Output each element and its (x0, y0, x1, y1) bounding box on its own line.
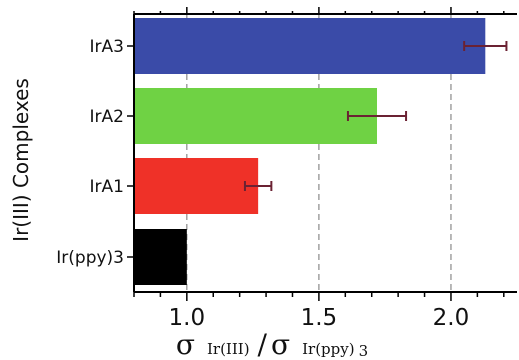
bar-2 (134, 158, 259, 214)
ticks (127, 7, 505, 301)
category-label-2: IrA1 (90, 177, 124, 197)
category-labels: IrA3 IrA2 IrA1 Ir(ppy)3 (56, 37, 124, 268)
bar-1 (134, 88, 378, 144)
x-tick-label-1: 1.5 (301, 305, 338, 331)
x-tick-label-2: 2.0 (433, 305, 470, 331)
y-axis-label: Ir(III) Complexes (9, 78, 33, 242)
bar-0 (134, 18, 486, 74)
x-axis-label-slash: / (258, 328, 268, 360)
error-bars (243, 41, 508, 191)
x-axis-label-sub-2-suffix: 3 (359, 342, 369, 360)
bar-3 (134, 229, 187, 285)
axes (133, 13, 517, 293)
x-axis-label: σ Ir(III) / σ Ir(ppy) 3 (176, 328, 368, 360)
category-label-1: IrA2 (90, 107, 124, 127)
x-axis-label-sub-2: Ir(ppy) (302, 340, 354, 358)
category-label-3: Ir(ppy)3 (56, 248, 124, 268)
bars (134, 18, 486, 285)
x-tick-label-0: 1.0 (169, 305, 206, 331)
category-label-0: IrA3 (90, 37, 124, 57)
x-axis-label-sub-1: Ir(III) (207, 340, 250, 358)
x-axis-label-sigma-1: σ (176, 328, 195, 360)
x-axis-label-sigma-2: σ (271, 328, 290, 360)
x-tick-labels: 1.0 1.5 2.0 (169, 305, 470, 331)
